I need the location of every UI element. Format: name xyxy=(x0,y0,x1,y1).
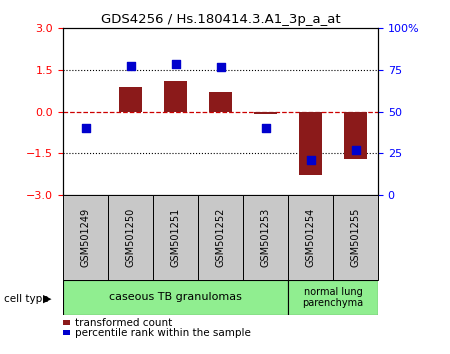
Text: transformed count: transformed count xyxy=(75,318,172,328)
Bar xyxy=(243,195,288,280)
Text: percentile rank within the sample: percentile rank within the sample xyxy=(75,328,251,338)
Bar xyxy=(108,195,153,280)
Text: ▶: ▶ xyxy=(43,294,51,304)
Text: GSM501250: GSM501250 xyxy=(126,207,135,267)
Bar xyxy=(119,87,142,112)
Text: GSM501251: GSM501251 xyxy=(171,207,180,267)
Bar xyxy=(198,195,243,280)
Bar xyxy=(288,195,333,280)
Text: normal lung
parenchyma: normal lung parenchyma xyxy=(302,286,364,308)
Point xyxy=(82,125,89,131)
Bar xyxy=(299,112,322,175)
Bar xyxy=(63,195,108,280)
Bar xyxy=(153,195,198,280)
Text: caseous TB granulomas: caseous TB granulomas xyxy=(109,292,242,302)
Point xyxy=(307,157,314,163)
Text: cell type: cell type xyxy=(4,294,49,304)
Bar xyxy=(63,280,288,315)
Point xyxy=(172,62,179,67)
Bar xyxy=(254,112,277,114)
Point xyxy=(217,64,224,70)
Text: GSM501255: GSM501255 xyxy=(351,207,360,267)
Point xyxy=(352,148,359,153)
Bar xyxy=(288,280,378,315)
Bar xyxy=(164,81,187,112)
Text: GSM501254: GSM501254 xyxy=(306,207,315,267)
Text: GSM501249: GSM501249 xyxy=(81,207,90,267)
Title: GDS4256 / Hs.180414.3.A1_3p_a_at: GDS4256 / Hs.180414.3.A1_3p_a_at xyxy=(101,13,340,26)
Text: GSM501253: GSM501253 xyxy=(261,207,270,267)
Bar xyxy=(333,195,378,280)
Text: GSM501252: GSM501252 xyxy=(216,207,225,267)
Bar xyxy=(209,92,232,112)
Point xyxy=(262,125,269,131)
Bar xyxy=(344,112,367,159)
Point xyxy=(127,63,134,69)
